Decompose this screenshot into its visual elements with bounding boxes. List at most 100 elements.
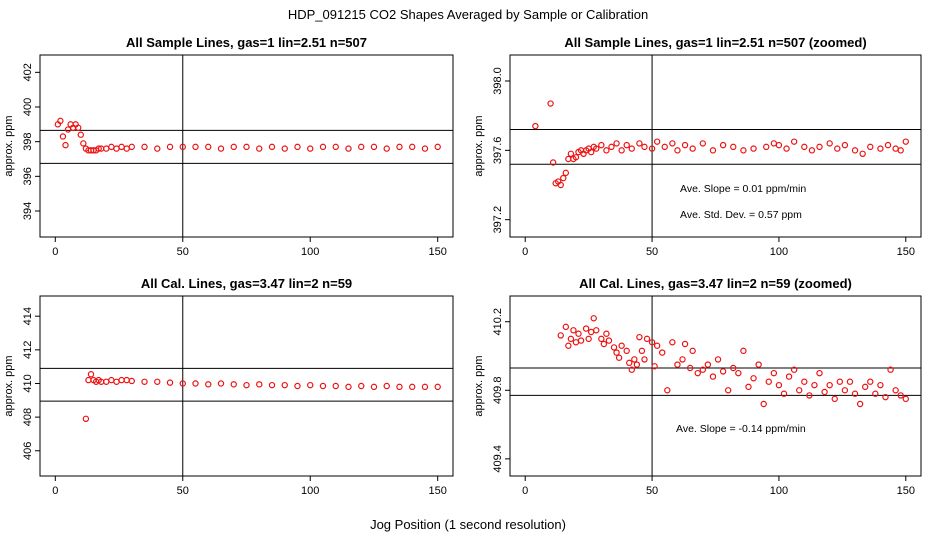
data-point <box>582 325 590 332</box>
data-point <box>653 138 661 145</box>
data-point <box>332 382 339 390</box>
data-point <box>664 387 671 394</box>
y-tick-label: 409.8 <box>492 377 504 405</box>
data-point <box>587 148 595 156</box>
data-point <box>861 383 869 391</box>
data-point <box>859 150 866 157</box>
data-point <box>64 126 72 133</box>
x-tick-label: 150 <box>429 246 447 258</box>
data-point <box>256 145 263 152</box>
x-tick-label: 0 <box>522 485 528 497</box>
data-point <box>217 145 225 152</box>
data-point <box>560 174 567 182</box>
data-point <box>897 392 904 399</box>
data-point <box>615 354 623 361</box>
y-tick-label: 406 <box>22 442 34 460</box>
data-point <box>123 376 130 384</box>
data-point <box>765 378 772 385</box>
data-point <box>434 143 441 151</box>
data-point <box>674 147 681 154</box>
data-point <box>686 364 694 372</box>
data-point <box>345 145 352 152</box>
data-point <box>217 380 225 387</box>
data-point <box>572 339 580 346</box>
data-point <box>128 143 135 151</box>
data-point <box>897 147 904 154</box>
data-point <box>230 143 237 151</box>
data-point <box>82 415 90 423</box>
data-point <box>80 140 87 147</box>
data-point <box>358 143 365 151</box>
data-point <box>679 356 686 363</box>
data-point <box>648 339 656 346</box>
data-point <box>846 378 854 385</box>
data-point <box>821 388 828 396</box>
x-tick-label: 100 <box>770 485 788 497</box>
x-tick-label: 50 <box>177 246 189 258</box>
data-point <box>108 143 115 151</box>
data-point <box>841 387 849 394</box>
data-point <box>243 381 250 389</box>
data-point <box>608 143 615 151</box>
annotation-text: Ave. Std. Dev. = 0.57 ppm <box>680 209 802 221</box>
data-point <box>613 349 620 356</box>
data-point <box>755 361 762 368</box>
data-point <box>192 380 199 387</box>
data-point <box>565 155 572 163</box>
data-point <box>724 387 732 394</box>
data-point <box>205 381 212 388</box>
data-point <box>421 383 429 391</box>
data-point <box>763 143 770 151</box>
data-point <box>628 366 635 373</box>
data-point <box>709 373 717 380</box>
data-point <box>598 141 605 149</box>
panel-title: All Sample Lines, gas=1 lin=2.51 n=507 (… <box>564 35 866 50</box>
data-point <box>631 356 638 363</box>
data-point <box>816 143 823 151</box>
data-point <box>884 141 892 149</box>
data-point <box>590 315 597 322</box>
data-point <box>572 154 580 161</box>
data-point <box>882 393 889 401</box>
data-point <box>641 143 648 151</box>
data-point <box>243 143 250 151</box>
data-point <box>613 140 620 147</box>
data-point <box>87 371 95 378</box>
data-point <box>790 138 798 145</box>
annotation-text: Ave. Slope = 0.01 ppm/min <box>680 183 806 195</box>
data-point <box>268 143 276 151</box>
y-tick-label: 397.2 <box>492 206 504 234</box>
data-point <box>557 332 564 339</box>
data-point <box>603 330 610 337</box>
data-point <box>661 143 668 151</box>
data-point <box>719 141 727 149</box>
y-tick-label: 414 <box>22 307 34 325</box>
data-point <box>699 140 707 147</box>
data-point <box>831 395 838 403</box>
x-tick-label: 50 <box>177 485 189 497</box>
data-point <box>651 363 658 370</box>
y-tick-label: 396 <box>22 167 34 185</box>
panel-title: All Sample Lines, gas=1 lin=2.51 n=507 <box>126 35 367 50</box>
data-point <box>618 342 625 349</box>
data-point <box>570 327 577 334</box>
data-point <box>294 143 301 151</box>
data-point <box>689 347 696 355</box>
data-point <box>636 140 643 147</box>
data-point <box>85 376 92 384</box>
data-point <box>877 381 884 389</box>
data-point <box>434 383 441 391</box>
plot-frame <box>39 295 454 477</box>
data-point <box>892 145 899 152</box>
data-point <box>567 150 575 157</box>
data-point <box>123 145 130 152</box>
data-point <box>689 145 696 152</box>
data-point <box>643 335 651 343</box>
data-point <box>681 340 689 348</box>
data-point <box>623 347 630 355</box>
data-point <box>841 141 849 149</box>
data-point <box>834 145 841 152</box>
panel-title: All Cal. Lines, gas=3.47 lin=2 n=59 (zoo… <box>579 276 852 291</box>
y-tick-label: 410 <box>22 374 34 392</box>
